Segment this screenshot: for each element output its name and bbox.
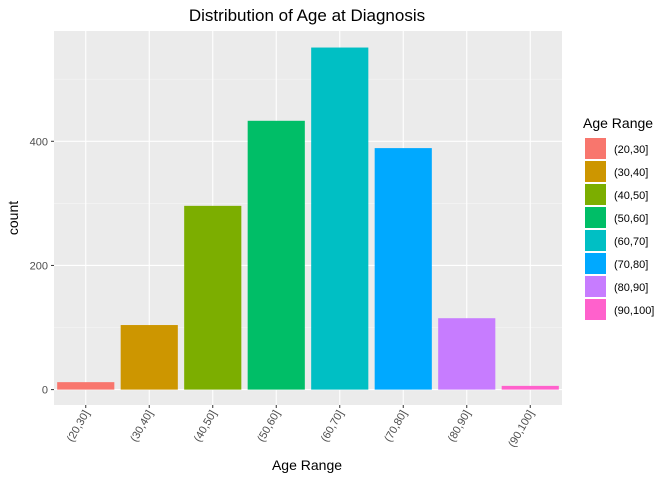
x-tick-label: (50,60]	[255, 409, 283, 445]
x-tick-label: (80,90]	[446, 409, 474, 445]
bar-(80,90]	[438, 318, 496, 390]
legend-key	[585, 207, 606, 228]
legend-key	[585, 230, 606, 251]
legend-label: (40,50]	[614, 190, 648, 202]
legend-key	[585, 184, 606, 205]
y-tick-label: 0	[42, 385, 48, 397]
x-tick-label: (90,100]	[506, 409, 537, 450]
y-tick-label: 400	[30, 136, 48, 148]
y-tick-label: 200	[30, 260, 48, 272]
legend-label: (50,60]	[614, 213, 648, 225]
legend-title: Age Range	[583, 115, 653, 131]
bar-(60,70]	[311, 47, 369, 390]
legend-label: (30,40]	[614, 167, 648, 179]
x-tick-label: (40,50]	[192, 409, 220, 445]
bar-(40,50]	[184, 205, 242, 390]
x-tick-label: (20,30]	[65, 409, 93, 445]
legend-key	[585, 253, 606, 274]
bar-(50,60]	[247, 120, 305, 390]
bar-(30,40]	[120, 325, 178, 390]
legend-label: (80,90]	[614, 282, 648, 294]
legend-key	[585, 299, 606, 320]
x-axis-ticks: (20,30] (30,40] (40,50] (50,60] (60,70] (70,8…	[65, 405, 537, 449]
legend-label: (20,30]	[614, 144, 648, 156]
legend: Age Range (20,30] (30,40] (40,50] (50,60] (6…	[583, 115, 654, 320]
legend-label: (60,70]	[614, 236, 648, 248]
x-axis-title: Age Range	[272, 457, 342, 473]
legend-key	[585, 276, 606, 297]
bar-(70,80]	[374, 148, 432, 390]
legend-label: (90,100]	[614, 305, 654, 317]
bars	[57, 47, 559, 390]
x-tick-label: (30,40]	[128, 409, 156, 445]
legend-key	[585, 161, 606, 182]
y-axis-title: count	[5, 201, 21, 235]
legend-key	[585, 138, 606, 159]
y-axis-ticks: 0 200 400	[30, 136, 54, 397]
x-tick-label: (70,80]	[382, 409, 410, 445]
legend-label: (70,80]	[614, 259, 648, 271]
bar-(20,30]	[57, 382, 115, 390]
x-tick-label: (60,70]	[319, 409, 347, 445]
bar-(90,100]	[501, 385, 559, 390]
chart-title: Distribution of Age at Diagnosis	[189, 6, 425, 25]
